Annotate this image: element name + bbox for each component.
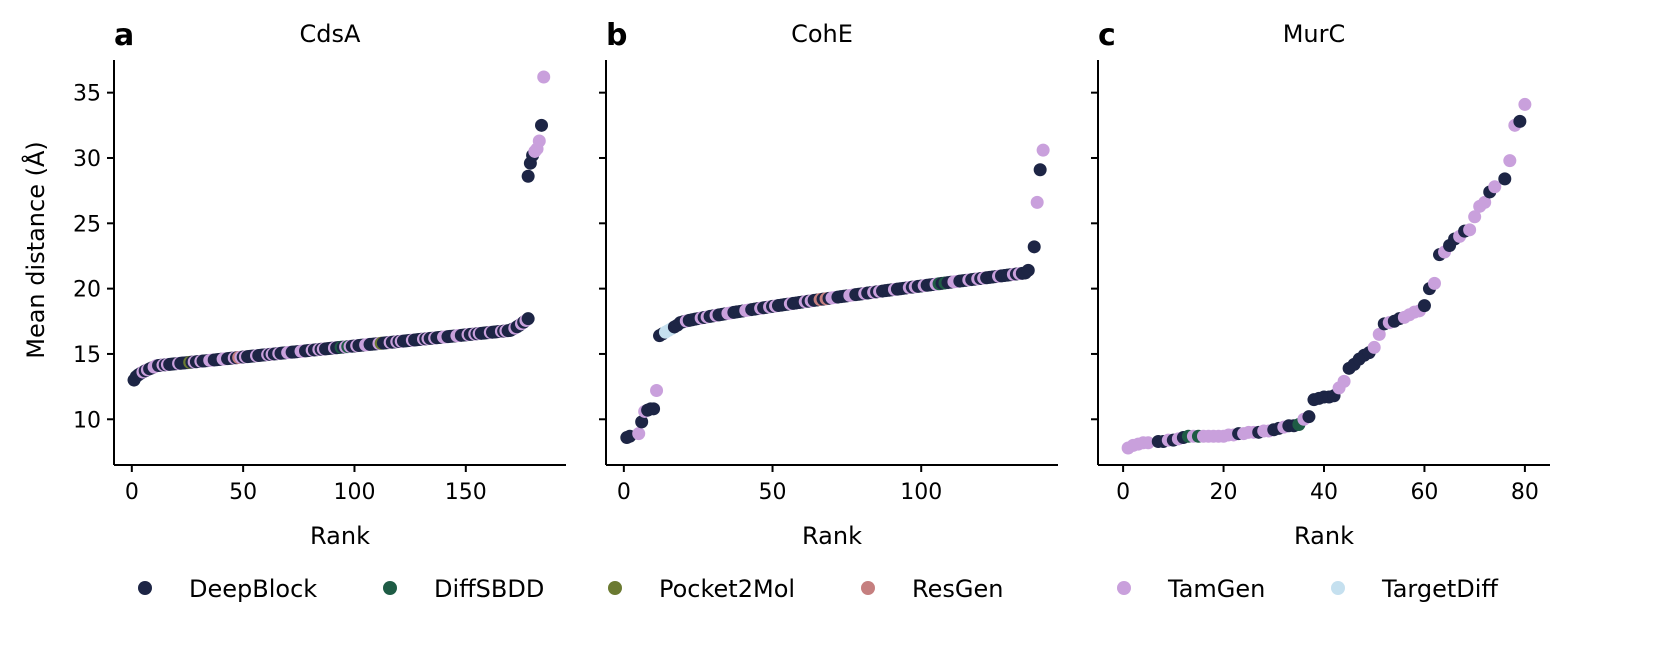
legend-label: TargetDiff [1381,575,1498,603]
point-DeepBlock [635,415,649,429]
panel-title: CdsA [300,20,361,48]
legend-item-Pocket2Mol: Pocket2Mol [608,575,795,603]
legend-item-DeepBlock: DeepBlock [138,575,317,603]
point-DeepBlock [1033,163,1047,177]
point-DeepBlock [647,402,661,416]
point-TamGen [1503,154,1517,168]
x-tick-label: 60 [1410,480,1438,505]
point-DeepBlock [1513,114,1527,128]
y-tick-label: 20 [73,278,101,303]
x-tick-label: 0 [125,480,139,505]
point-TamGen [1427,276,1441,290]
legend-label: Pocket2Mol [659,575,795,603]
panel-MurC: 0 20 40 60 80 Rank c MurC [1091,18,1550,550]
y-axis-title: Mean distance (Å) [21,141,50,359]
legend-marker [138,581,152,595]
y-tick-label: 10 [73,408,101,433]
legend-marker [383,581,397,595]
x-tick-label: 40 [1310,480,1338,505]
y-tick-label: 15 [73,343,101,368]
x-axis-title: Rank [802,522,862,550]
x-tick-label: 0 [617,480,631,505]
x-tick-label: 20 [1210,480,1238,505]
point-TamGen [1141,436,1155,450]
x-tick-label: 100 [333,480,375,505]
point-DeepBlock [1417,299,1431,313]
y-tick-label: 35 [73,82,101,107]
panel-title: MurC [1283,20,1346,48]
points-CdsA [127,70,551,387]
point-DeepBlock [1302,410,1316,424]
legend-item-TargetDiff: TargetDiff [1331,575,1498,603]
point-TamGen [537,70,551,84]
point-TamGen [650,384,664,398]
x-axis-title: Rank [310,522,370,550]
legend-label: DiffSBDD [434,575,544,603]
legend-marker [1117,581,1131,595]
panel-title: CohE [791,20,853,48]
point-TamGen [1030,195,1044,209]
legend-marker [1331,581,1345,595]
point-TamGen [1468,210,1482,224]
point-TamGen [1367,340,1381,354]
legend-label: DeepBlock [189,575,317,603]
point-TamGen [532,134,546,148]
point-DeepBlock [1027,240,1041,254]
legend-item-ResGen: ResGen [861,575,1003,603]
x-tick-label: 100 [900,480,942,505]
x-tick-label: 150 [445,480,487,505]
point-DeepBlock [521,312,535,326]
points-MurC [1121,97,1532,455]
legend-marker [861,581,875,595]
point-DeepBlock [1498,172,1512,186]
point-TamGen [1478,195,1492,209]
points-CohE [620,143,1050,445]
point-TamGen [1036,143,1050,157]
point-TamGen [632,427,646,441]
legend-label: ResGen [912,575,1003,603]
point-DeepBlock [521,169,535,183]
point-TamGen [1518,97,1532,111]
point-TamGen [1463,223,1477,237]
panel-letter: c [1098,18,1116,53]
point-TamGen [1488,180,1502,194]
point-TamGen [1372,327,1386,341]
x-axis-title: Rank [1294,522,1354,550]
x-tick-label: 50 [759,480,787,505]
panel-letter: a [114,18,134,53]
x-tick-label: 50 [229,480,257,505]
x-tick-label: 80 [1511,480,1539,505]
point-DeepBlock [535,118,549,132]
panels-layer: 10 15 20 25 30 35 0 50 100 150 Rank a CdsA 0 50 100 Rank… [73,18,1550,550]
legend-item-DiffSBDD: DiffSBDD [383,575,544,603]
y-tick-label: 25 [73,212,101,237]
legend-label: TamGen [1167,575,1265,603]
panel-letter: b [606,18,627,53]
legend-item-TamGen: TamGen [1117,575,1265,603]
x-tick-label: 0 [1116,480,1130,505]
y-tick-label: 30 [73,147,101,172]
panel-CdsA: 10 15 20 25 30 35 0 50 100 150 Rank a CdsA [73,18,566,550]
legend-marker [608,581,622,595]
point-TamGen [1337,374,1351,388]
point-DeepBlock [1021,263,1035,277]
legend: DeepBlock DiffSBDD Pocket2Mol ResGen TamGen T… [138,575,1498,603]
panel-CohE: 0 50 100 Rank b CohE [599,18,1058,550]
